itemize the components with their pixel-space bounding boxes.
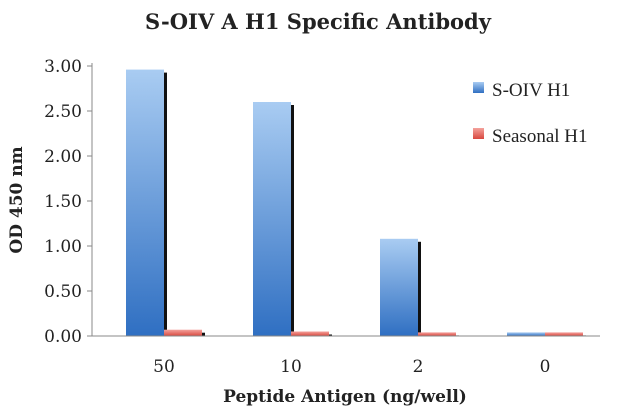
legend-swatch-seasonal-h1 [473,128,484,139]
y-tick-label: 2.00 [44,147,82,167]
bar-edge-s-oiv-h1-50 [164,72,167,336]
legend-swatch-s-oiv-h1 [473,82,484,93]
y-tick-label: 1.00 [44,237,82,257]
x-axis-labels: 50 10 2 0 [153,357,550,377]
y-tick-label: 0.50 [44,282,82,302]
bars [126,69,586,336]
bar-s-oiv-h1-10 [253,102,291,336]
chart-title: S-OIV A H1 Specific Antibody [145,9,492,34]
bar-s-oiv-h1-50 [126,69,164,336]
bar-seasonal-h1-0 [545,332,583,336]
y-tick-label: 0.00 [44,327,82,347]
x-tick-label: 10 [280,357,302,377]
y-tick-label: 1.50 [44,192,82,212]
legend-label-s-oiv-h1: S-OIV H1 [492,80,570,101]
bar-edge-seasonal-h1-10 [329,334,332,336]
x-tick-label: 0 [540,357,551,377]
bar-s-oiv-h1-0 [507,332,545,336]
x-axis-title: Peptide Antigen (ng/well) [223,387,467,407]
legend-label-seasonal-h1: Seasonal H1 [492,126,588,147]
legend: S-OIV H1 Seasonal H1 [473,80,588,147]
bar-edge-s-oiv-h1-2 [418,241,421,336]
bar-seasonal-h1-10 [291,331,329,336]
y-tick-label: 2.50 [44,102,82,122]
y-axis-ticks: 0.00 0.50 1.00 1.50 2.00 2.50 3.00 [44,57,92,347]
bar-edge-s-oiv-h1-10 [291,105,294,336]
y-tick-label: 3.00 [44,57,82,77]
x-tick-label: 2 [413,357,424,377]
bar-seasonal-h1-2 [418,332,456,336]
bar-seasonal-h1-50 [164,329,202,336]
y-axis-title: OD 450 nm [7,146,27,253]
bar-edge-seasonal-h1-50 [202,332,205,336]
x-tick-label: 50 [153,357,175,377]
bar-s-oiv-h1-2 [380,238,418,336]
